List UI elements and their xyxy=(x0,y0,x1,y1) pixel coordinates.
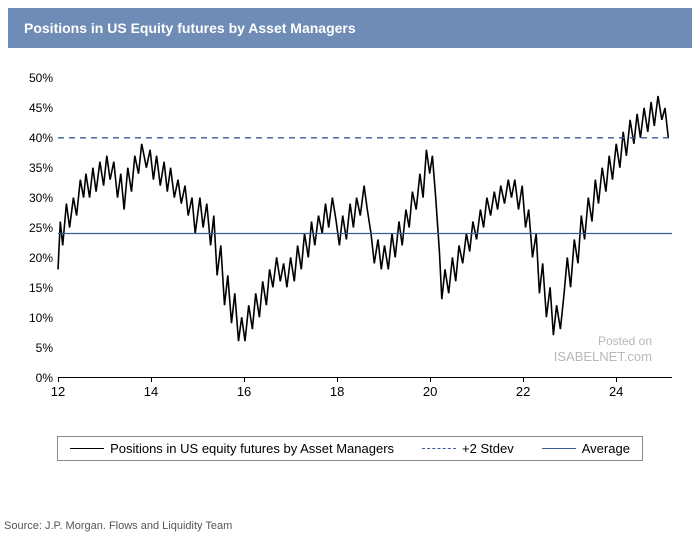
legend-swatch xyxy=(70,448,104,449)
y-axis-tick: 5% xyxy=(8,341,53,355)
y-axis-tick: 10% xyxy=(8,311,53,325)
x-axis-tick-mark xyxy=(151,377,152,382)
x-axis-tick: 12 xyxy=(51,384,65,399)
y-axis-tick: 25% xyxy=(8,221,53,235)
chart-title: Positions in US Equity futures by Asset … xyxy=(24,20,356,36)
x-axis-tick-mark xyxy=(58,377,59,382)
legend-swatch xyxy=(422,448,456,449)
x-axis-tick: 18 xyxy=(330,384,344,399)
chart-area: Posted on ISABELNET.com 0%5%10%15%20%25%… xyxy=(8,58,692,428)
chart-svg xyxy=(58,78,672,377)
y-axis-tick: 30% xyxy=(8,191,53,205)
y-axis-tick: 20% xyxy=(8,251,53,265)
legend-label: Average xyxy=(582,441,630,456)
x-axis-tick-mark xyxy=(616,377,617,382)
chart-title-bar: Positions in US Equity futures by Asset … xyxy=(8,8,692,48)
series-positions xyxy=(58,96,668,341)
x-axis-tick: 24 xyxy=(609,384,623,399)
y-axis-tick: 50% xyxy=(8,71,53,85)
y-axis-tick: 35% xyxy=(8,161,53,175)
x-axis-tick: 14 xyxy=(144,384,158,399)
y-axis-tick: 40% xyxy=(8,131,53,145)
legend-swatch xyxy=(542,448,576,449)
legend-item-average: Average xyxy=(542,441,630,456)
x-axis-tick: 20 xyxy=(423,384,437,399)
legend-label: Positions in US equity futures by Asset … xyxy=(110,441,394,456)
source-text: Source: J.P. Morgan. Flows and Liquidity… xyxy=(4,520,232,532)
x-axis-tick-mark xyxy=(337,377,338,382)
legend-label: +2 Stdev xyxy=(462,441,514,456)
x-axis-tick: 22 xyxy=(516,384,530,399)
x-axis-tick-mark xyxy=(244,377,245,382)
legend-item-positions: Positions in US equity futures by Asset … xyxy=(70,441,394,456)
y-axis-tick: 15% xyxy=(8,281,53,295)
x-axis-tick: 16 xyxy=(237,384,251,399)
legend-item-plus_2_stdev: +2 Stdev xyxy=(422,441,514,456)
x-axis-tick-mark xyxy=(430,377,431,382)
chart-legend: Positions in US equity futures by Asset … xyxy=(57,436,643,461)
x-axis-tick-mark xyxy=(523,377,524,382)
plot-region xyxy=(58,78,672,378)
y-axis-tick: 0% xyxy=(8,371,53,385)
y-axis-tick: 45% xyxy=(8,101,53,115)
